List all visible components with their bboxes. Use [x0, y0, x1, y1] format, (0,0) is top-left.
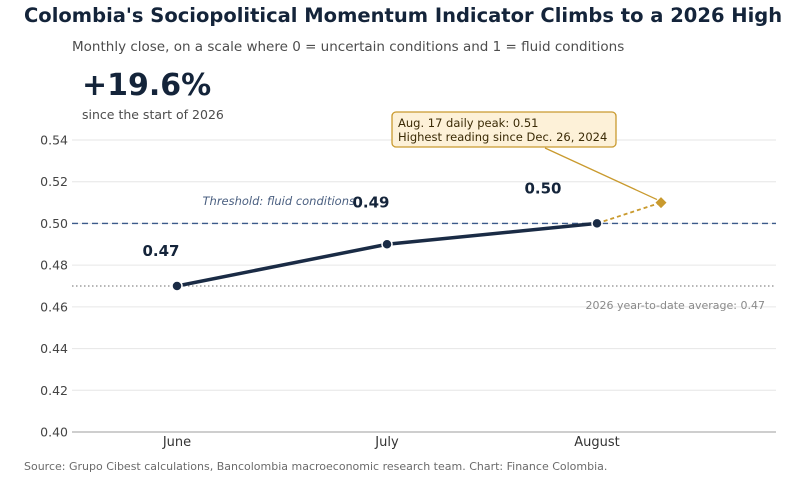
y-tick-label: 0.48 — [40, 258, 68, 273]
source-note: Source: Grupo Cibest calculations, Banco… — [24, 460, 608, 473]
y-tick-label: 0.40 — [40, 425, 68, 440]
chart-subtitle: Monthly close, on a scale where 0 = unce… — [72, 39, 625, 55]
x-tick-label: June — [162, 435, 191, 450]
annotation-text: Highest reading since Dec. 26, 2024 — [398, 130, 607, 144]
y-tick-label: 0.46 — [40, 299, 68, 314]
series-line — [175, 221, 599, 288]
y-tick-label: 0.52 — [40, 174, 68, 189]
x-tick-label: August — [574, 435, 620, 450]
ytd-change-value: +19.6% — [82, 68, 212, 103]
y-tick-label: 0.50 — [40, 216, 68, 231]
data-point — [381, 238, 393, 251]
y-tick-label: 0.44 — [40, 341, 68, 356]
data-point — [591, 217, 603, 230]
peak-extension-line — [596, 201, 662, 225]
x-tick-label: July — [374, 435, 399, 450]
annotation-connector — [544, 147, 658, 201]
y-tick-label: 0.42 — [40, 383, 68, 398]
y-tick-label: 0.54 — [40, 133, 68, 148]
ytd-change-label: since the start of 2026 — [82, 107, 224, 122]
annotation-box — [391, 111, 617, 148]
data-label: 0.49 — [352, 193, 389, 211]
chart-title: Colombia's Sociopolitical Momentum Indic… — [24, 4, 783, 27]
threshold-label: Threshold: fluid conditions — [203, 194, 356, 208]
annotation-text: Aug. 17 daily peak: 0.51 — [398, 116, 538, 130]
data-label: 0.47 — [142, 242, 179, 260]
peak-marker — [655, 197, 667, 209]
average-label: 2026 year-to-date average: 0.47 — [585, 299, 765, 312]
data-label: 0.50 — [524, 179, 561, 197]
data-point — [171, 280, 183, 292]
